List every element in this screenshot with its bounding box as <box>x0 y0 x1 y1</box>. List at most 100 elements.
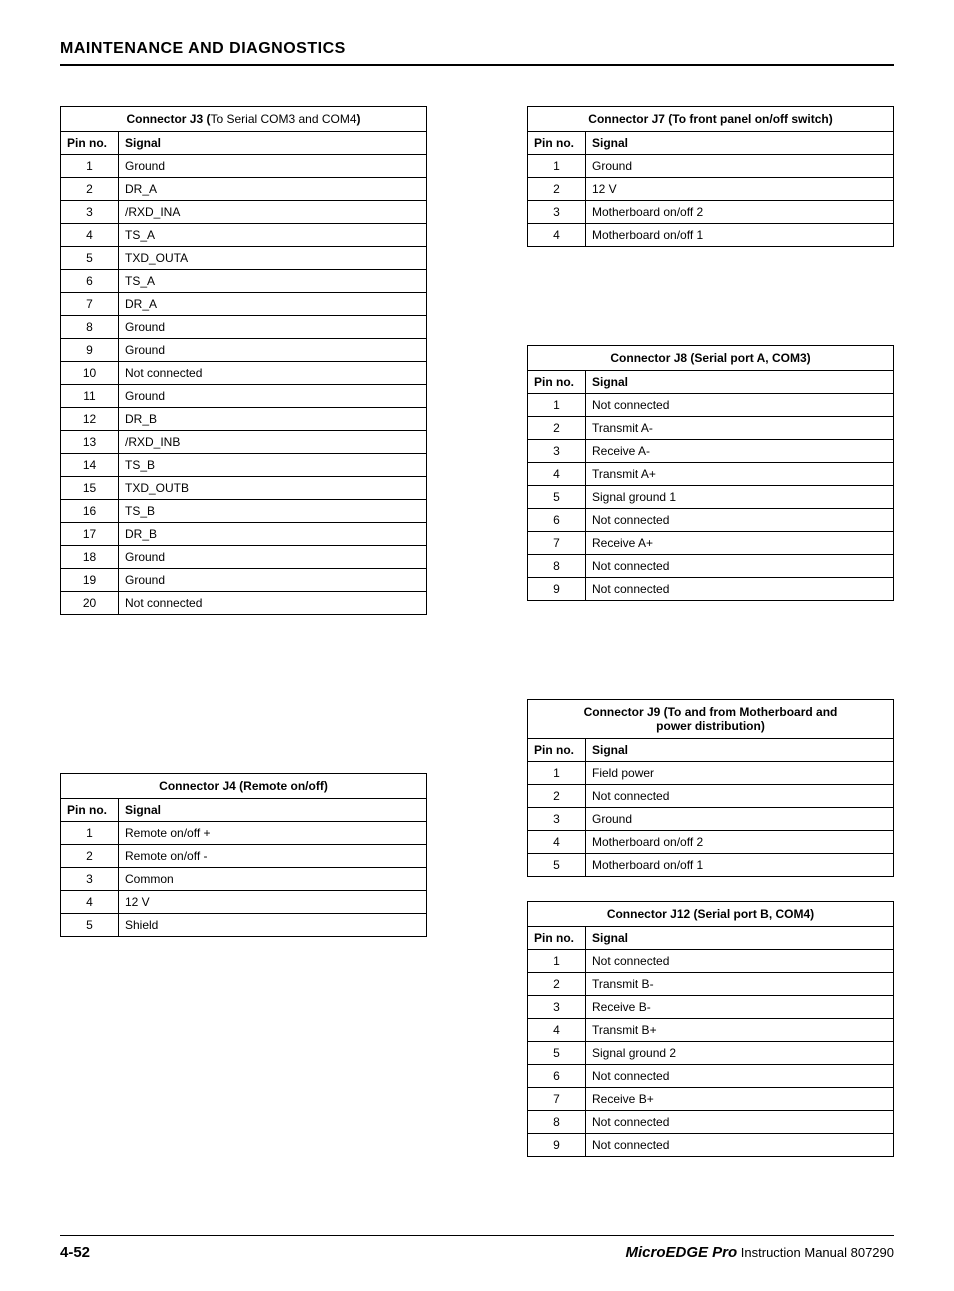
pin-cell: 3 <box>528 808 586 831</box>
signal-cell: 12 V <box>586 178 894 201</box>
right-column: Connector J7 (To front panel on/off swit… <box>527 106 894 1195</box>
signal-cell: Not connected <box>586 950 894 973</box>
pin-cell: 2 <box>528 973 586 996</box>
signal-cell: /RXD_INB <box>119 431 427 454</box>
col-header-signal: Signal <box>586 927 894 950</box>
j3-title-prefix: Connector J3 ( <box>126 112 210 126</box>
signal-cell: Ground <box>119 385 427 408</box>
signal-cell: Ground <box>119 339 427 362</box>
pin-cell: 4 <box>528 1019 586 1042</box>
signal-cell: Field power <box>586 762 894 785</box>
signal-cell: Signal ground 1 <box>586 486 894 509</box>
pin-cell: 9 <box>61 339 119 362</box>
j3-title-mid: To Serial COM3 and COM4 <box>210 112 356 126</box>
table-row: 14TS_B <box>61 454 427 477</box>
spacer <box>60 653 427 773</box>
signal-cell: Ground <box>119 569 427 592</box>
signal-cell: Motherboard on/off 1 <box>586 854 894 877</box>
col-header-signal: Signal <box>586 371 894 394</box>
table-j8: Connector J8 (Serial port A, COM3) Pin n… <box>527 345 894 601</box>
section-title: MAINTENANCE AND DIAGNOSTICS <box>60 40 894 66</box>
pin-cell: 2 <box>61 178 119 201</box>
signal-cell: Motherboard on/off 2 <box>586 201 894 224</box>
table-row: 17DR_B <box>61 523 427 546</box>
table-row: 5Signal ground 1 <box>528 486 894 509</box>
table-row: 3Common <box>61 868 427 891</box>
table-j3: Connector J3 (To Serial COM3 and COM4) P… <box>60 106 427 615</box>
table-row: 5Shield <box>61 914 427 937</box>
table-row: 2Transmit B- <box>528 973 894 996</box>
table-row: 16TS_B <box>61 500 427 523</box>
pin-cell: 5 <box>528 1042 586 1065</box>
table-j12: Connector J12 (Serial port B, COM4) Pin … <box>527 901 894 1157</box>
table-row: 3Ground <box>528 808 894 831</box>
pin-cell: 4 <box>528 224 586 247</box>
signal-cell: Not connected <box>586 509 894 532</box>
pin-cell: 5 <box>528 854 586 877</box>
table-j12-title: Connector J12 (Serial port B, COM4) <box>528 902 894 927</box>
pin-cell: 7 <box>528 532 586 555</box>
j9-title-1: Connector J9 (To and from Motherboard an… <box>584 705 838 719</box>
table-row: 5Motherboard on/off 1 <box>528 854 894 877</box>
signal-cell: DR_B <box>119 408 427 431</box>
pin-cell: 2 <box>528 417 586 440</box>
signal-cell: Not connected <box>586 1111 894 1134</box>
pin-cell: 1 <box>528 950 586 973</box>
table-row: 6Not connected <box>528 509 894 532</box>
table-row: 4TS_A <box>61 224 427 247</box>
col-header-signal: Signal <box>119 132 427 155</box>
signal-cell: Signal ground 2 <box>586 1042 894 1065</box>
pin-cell: 3 <box>61 201 119 224</box>
table-j9-title: Connector J9 (To and from Motherboard an… <box>528 700 894 739</box>
footer-page-number: 4-52 <box>60 1244 90 1261</box>
signal-cell: Transmit B+ <box>586 1019 894 1042</box>
j3-title-suffix: ) <box>357 112 361 126</box>
signal-cell: 12 V <box>119 891 427 914</box>
pin-cell: 1 <box>528 762 586 785</box>
table-row: 1Field power <box>528 762 894 785</box>
pin-cell: 1 <box>61 155 119 178</box>
j3-body: 1Ground2DR_A3/RXD_INA4TS_A5TXD_OUTA6TS_A… <box>61 155 427 615</box>
table-row: 13/RXD_INB <box>61 431 427 454</box>
j9-body: 1Field power2Not connected3Ground4Mother… <box>528 762 894 877</box>
table-row: 9Not connected <box>528 1134 894 1157</box>
table-row: 7Receive B+ <box>528 1088 894 1111</box>
signal-cell: Transmit A+ <box>586 463 894 486</box>
table-j7: Connector J7 (To front panel on/off swit… <box>527 106 894 247</box>
signal-cell: Not connected <box>586 785 894 808</box>
footer-brand: MicroEDGE Pro <box>625 1244 737 1261</box>
pin-cell: 4 <box>528 831 586 854</box>
table-j8-title: Connector J8 (Serial port A, COM3) <box>528 346 894 371</box>
j9-title-2: power distribution) <box>656 719 765 733</box>
signal-cell: Ground <box>119 155 427 178</box>
table-row: 20Not connected <box>61 592 427 615</box>
signal-cell: Ground <box>119 546 427 569</box>
table-j4-title: Connector J4 (Remote on/off) <box>61 774 427 799</box>
signal-cell: TXD_OUTB <box>119 477 427 500</box>
table-row: 3Motherboard on/off 2 <box>528 201 894 224</box>
table-row: 2Remote on/off - <box>61 845 427 868</box>
pin-cell: 17 <box>61 523 119 546</box>
table-row: 1Ground <box>528 155 894 178</box>
signal-cell: TS_A <box>119 270 427 293</box>
j12-body: 1Not connected2Transmit B-3Receive B-4Tr… <box>528 950 894 1157</box>
pin-cell: 3 <box>528 201 586 224</box>
table-j7-title: Connector J7 (To front panel on/off swit… <box>528 107 894 132</box>
col-header-pin: Pin no. <box>528 739 586 762</box>
signal-cell: Remote on/off - <box>119 845 427 868</box>
table-j4: Connector J4 (Remote on/off) Pin no. Sig… <box>60 773 427 937</box>
pin-cell: 5 <box>61 914 119 937</box>
table-row: 2Transmit A- <box>528 417 894 440</box>
signal-cell: TXD_OUTA <box>119 247 427 270</box>
pin-cell: 20 <box>61 592 119 615</box>
signal-cell: Common <box>119 868 427 891</box>
col-header-pin: Pin no. <box>528 371 586 394</box>
pin-cell: 3 <box>528 440 586 463</box>
signal-cell: Motherboard on/off 1 <box>586 224 894 247</box>
signal-cell: Ground <box>586 808 894 831</box>
j7-body: 1Ground212 V3Motherboard on/off 24Mother… <box>528 155 894 247</box>
col-header-pin: Pin no. <box>61 799 119 822</box>
table-row: 7Receive A+ <box>528 532 894 555</box>
table-row: 1Not connected <box>528 394 894 417</box>
signal-cell: Not connected <box>586 1065 894 1088</box>
